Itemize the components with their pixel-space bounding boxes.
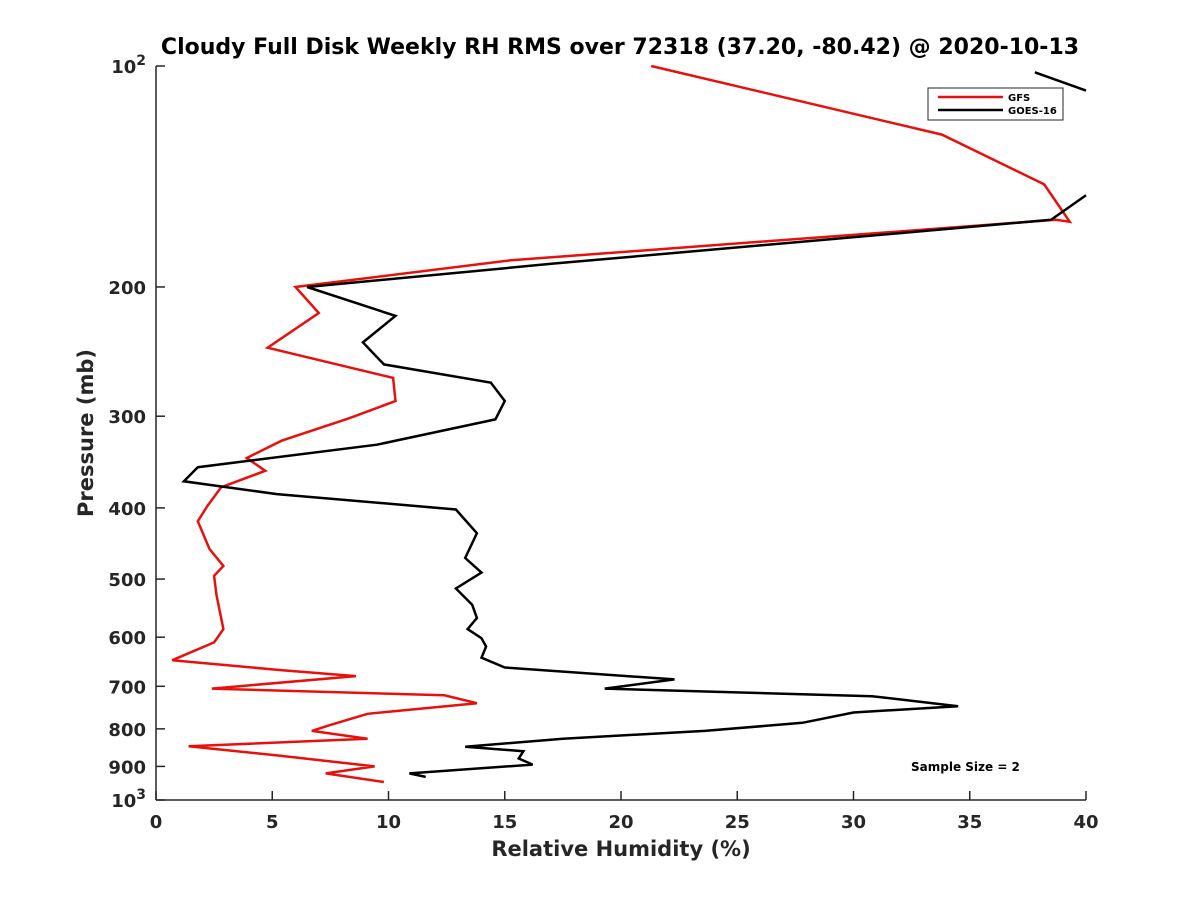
x-tick-label: 0 — [150, 812, 163, 833]
legend: GFS GOES-16 — [927, 87, 1064, 121]
y-tick-label: 103 — [111, 787, 146, 812]
x-tick-label: 30 — [841, 812, 866, 833]
series-line-goes-16-upper-segment — [1050, 194, 1087, 221]
y-axis-label: Pressure (mb) — [74, 349, 98, 517]
y-tick-label: 500 — [108, 570, 146, 591]
legend-box — [927, 87, 1064, 121]
series-line-gfs — [171, 64, 1073, 784]
x-axis-label: Relative Humidity (%) — [491, 837, 750, 861]
x-tick-label: 20 — [608, 812, 633, 833]
x-tick-label: 15 — [492, 812, 517, 833]
y-tick-label: 800 — [108, 720, 146, 741]
y-tick-label: 102 — [111, 53, 146, 78]
series-line-goes-16-top-segment — [1034, 71, 1087, 92]
y-ticks: 102 200 300 400 500 600 700 800 900 103 — [108, 53, 165, 812]
legend-label-goes16: GOES-16 — [1008, 106, 1057, 117]
y-tick-label: 400 — [108, 499, 146, 520]
plot-area — [156, 66, 1086, 800]
chart-title: Cloudy Full Disk Weekly RH RMS over 7231… — [161, 35, 1079, 60]
x-tick-label: 25 — [725, 812, 750, 833]
y-tick-label: 300 — [108, 407, 146, 428]
x-tick-label: 35 — [957, 812, 982, 833]
sample-size-annotation: Sample Size = 2 — [911, 760, 1020, 774]
legend-label-gfs: GFS — [1008, 93, 1030, 104]
series-layer — [171, 64, 1087, 784]
y-tick-label: 200 — [108, 278, 146, 299]
y-tick-label: 700 — [108, 677, 146, 698]
x-tick-label: 40 — [1073, 812, 1098, 833]
y-tick-label: 600 — [108, 628, 146, 649]
series-line-goes-16 — [181, 218, 1052, 779]
x-tick-label: 5 — [266, 812, 279, 833]
x-tick-label: 10 — [376, 812, 401, 833]
y-tick-label: 900 — [108, 757, 146, 778]
x-ticks: 0 5 10 15 20 25 30 35 40 — [150, 791, 1099, 833]
